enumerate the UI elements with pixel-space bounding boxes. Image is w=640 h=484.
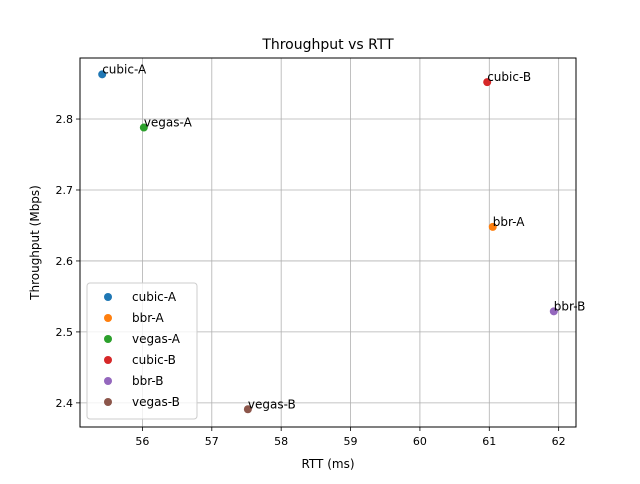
y-tick-label: 2.7 bbox=[56, 184, 74, 197]
x-tick-label: 61 bbox=[482, 435, 496, 448]
legend-marker bbox=[104, 377, 112, 385]
legend-marker bbox=[104, 293, 112, 301]
legend: cubic-A bbr-A vegas-A cubic-B bbr-B vegas-B bbox=[86, 282, 198, 420]
legend-label: bbr-B bbox=[132, 374, 164, 388]
x-tick-label: 59 bbox=[344, 435, 358, 448]
point-labels: cubic-A bbr-A vegas-A cubic-B bbr-B vegas-B bbox=[102, 62, 585, 411]
legend-label: cubic-B bbox=[132, 353, 176, 367]
x-axis-label: RTT (ms) bbox=[301, 457, 354, 471]
point-label: cubic-B bbox=[487, 70, 531, 84]
x-tick-label: 62 bbox=[552, 435, 566, 448]
scatter-point bbox=[549, 307, 558, 316]
x-tick-label: 58 bbox=[274, 435, 288, 448]
legend-label: bbr-A bbox=[132, 311, 164, 325]
scatter-point bbox=[488, 222, 497, 231]
scatter-point bbox=[98, 70, 107, 79]
plot-frame bbox=[79, 57, 577, 428]
scatter-point bbox=[483, 78, 492, 87]
legend-marker bbox=[104, 314, 112, 322]
y-tick-label: 2.5 bbox=[56, 326, 74, 339]
legend-label: cubic-A bbox=[132, 290, 177, 304]
x-tick-label: 60 bbox=[413, 435, 427, 448]
legend-label: vegas-A bbox=[132, 332, 181, 346]
grid bbox=[80, 58, 576, 427]
chart-title: Throughput vs RTT bbox=[261, 37, 394, 53]
legend-label: vegas-B bbox=[132, 395, 180, 409]
point-label: bbr-B bbox=[554, 299, 586, 313]
scatter-point bbox=[139, 123, 148, 132]
point-label: vegas-B bbox=[248, 397, 296, 411]
legend-marker bbox=[104, 356, 112, 364]
x-tick-label: 56 bbox=[135, 435, 149, 448]
legend-marker bbox=[104, 335, 112, 343]
point-label: vegas-A bbox=[144, 116, 193, 130]
y-tick-label: 2.4 bbox=[56, 397, 74, 410]
axis-ticks: 56 57 58 59 60 61 62 2.4 2.5 2.6 2.7 2.8 bbox=[56, 113, 566, 448]
point-label: cubic-A bbox=[102, 62, 147, 76]
data-points bbox=[98, 70, 558, 414]
point-label: bbr-A bbox=[493, 215, 525, 229]
x-tick-label: 57 bbox=[205, 435, 219, 448]
y-axis-label: Throughput (Mbps) bbox=[28, 185, 42, 301]
scatter-point bbox=[243, 405, 252, 414]
y-tick-label: 2.8 bbox=[56, 113, 74, 126]
legend-marker bbox=[104, 398, 112, 406]
y-tick-label: 2.6 bbox=[56, 255, 74, 268]
legend-box bbox=[86, 282, 198, 420]
